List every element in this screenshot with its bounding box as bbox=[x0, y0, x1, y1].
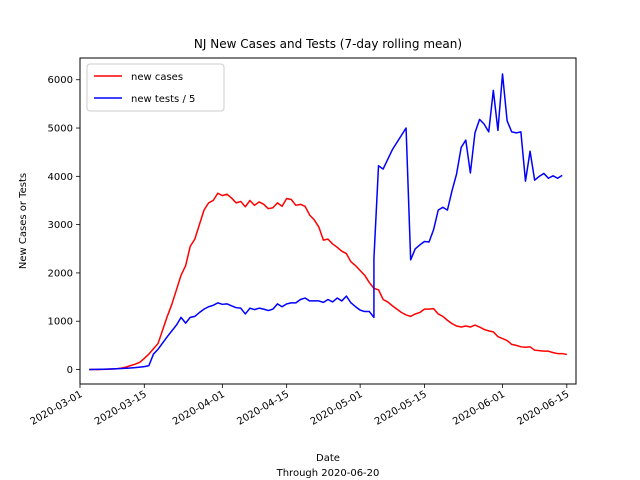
y-tick-label: 4000 bbox=[48, 172, 73, 183]
legend-label-new-tests: new tests / 5 bbox=[131, 94, 195, 105]
y-axis-label: New Cases or Tests bbox=[18, 173, 29, 269]
y-tick-label: 1000 bbox=[48, 317, 73, 328]
x-axis-sublabel: Through 2020-06-20 bbox=[276, 468, 380, 479]
y-tick-label: 0 bbox=[67, 365, 73, 376]
y-tick-label: 6000 bbox=[48, 75, 73, 86]
series-line-new-cases bbox=[89, 192, 567, 371]
y-tick-label: 5000 bbox=[48, 124, 73, 135]
y-tick-label: 3000 bbox=[48, 220, 73, 231]
x-axis-label: Date bbox=[316, 453, 340, 464]
axes-frame bbox=[79, 57, 577, 385]
legend-label-new-cases: new cases bbox=[131, 72, 183, 83]
series-line-new-tests-5 bbox=[89, 73, 563, 371]
legend: new cases new tests / 5 bbox=[86, 63, 225, 112]
series-layer bbox=[89, 73, 567, 371]
y-tick-label: 2000 bbox=[48, 268, 73, 279]
y-axis-ticks: 0 1000 2000 3000 4000 5000 6000 bbox=[48, 75, 80, 376]
chart-title: NJ New Cases and Tests (7-day rolling me… bbox=[194, 37, 462, 51]
